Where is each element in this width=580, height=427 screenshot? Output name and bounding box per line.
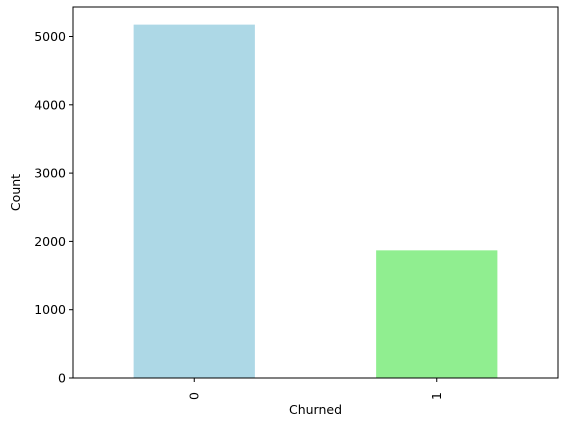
- bar-1: [376, 250, 498, 378]
- y-tick-label-5000: 5000: [34, 29, 66, 44]
- x-tick-label-0: 0: [186, 392, 201, 400]
- y-tick-label-3000: 3000: [34, 166, 66, 181]
- y-tick-label-2000: 2000: [34, 234, 66, 249]
- y-axis-label: Count: [8, 174, 23, 211]
- x-tick-label-1: 1: [429, 392, 444, 400]
- y-tick-label-0: 0: [58, 371, 66, 386]
- y-tick-label-1000: 1000: [34, 302, 66, 317]
- bars-group: [133, 24, 498, 379]
- y-axis-ticks: 0 1000 2000 3000 4000 5000: [34, 29, 73, 386]
- plot-frame: [72, 6, 559, 379]
- y-tick-label-4000: 4000: [34, 97, 66, 112]
- bar-0: [133, 24, 255, 379]
- x-axis-label: Churned: [289, 402, 342, 417]
